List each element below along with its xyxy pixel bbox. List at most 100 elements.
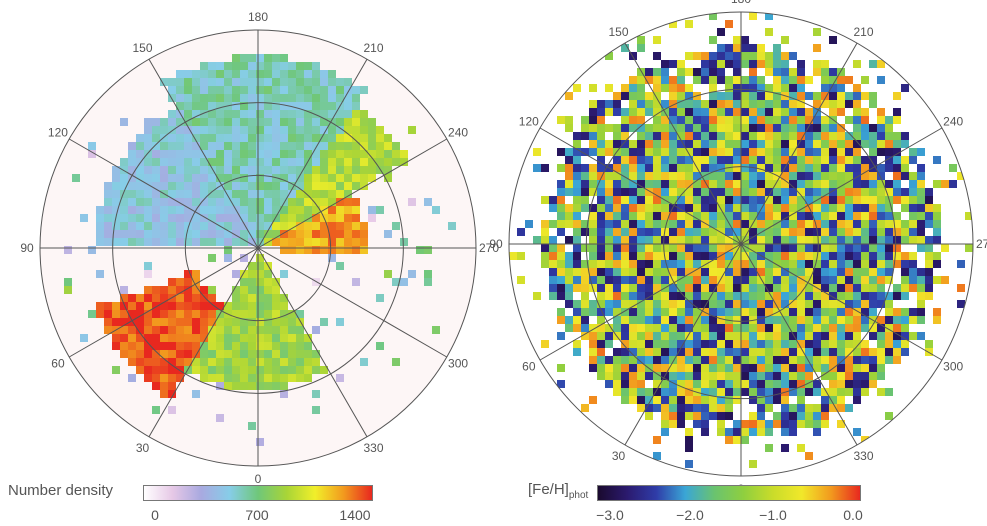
heatmap-cell (573, 340, 581, 348)
heatmap-cell (272, 214, 280, 222)
heatmap-cell (653, 212, 661, 220)
heatmap-cell (248, 350, 256, 358)
heatmap-cell (669, 172, 677, 180)
heatmap-cell (725, 332, 733, 340)
heatmap-cell (416, 246, 424, 254)
heatmap-cell (288, 246, 296, 254)
heatmap-cell (136, 358, 144, 366)
heatmap-cell (661, 124, 669, 132)
heatmap-cell (701, 260, 709, 268)
heatmap-cell (96, 302, 104, 310)
heatmap-cell (917, 180, 925, 188)
heatmap-cell (605, 356, 613, 364)
heatmap-cell (589, 236, 597, 244)
heatmap-cell (573, 140, 581, 148)
heatmap-cell (845, 268, 853, 276)
heatmap-cell (120, 182, 128, 190)
heatmap-cell (653, 124, 661, 132)
heatmap-cell (653, 196, 661, 204)
heatmap-cell (885, 332, 893, 340)
heatmap-cell (621, 116, 629, 124)
heatmap-cell (829, 132, 837, 140)
heatmap-cell (661, 244, 669, 252)
heatmap-cell (685, 356, 693, 364)
heatmap-cell (741, 380, 749, 388)
heatmap-cell (168, 326, 176, 334)
heatmap-cell (829, 284, 837, 292)
heatmap-cell (789, 156, 797, 164)
heatmap-cell (869, 292, 877, 300)
heatmap-cell (789, 172, 797, 180)
heatmap-cell (224, 382, 232, 390)
heatmap-cell (813, 308, 821, 316)
heatmap-cell (112, 206, 120, 214)
heatmap-cell (208, 302, 216, 310)
heatmap-cell (621, 44, 629, 52)
heatmap-cell (749, 380, 757, 388)
heatmap-cell (773, 76, 781, 84)
heatmap-cell (661, 188, 669, 196)
heatmap-cell (208, 374, 216, 382)
heatmap-cell (685, 92, 693, 100)
heatmap-cell (272, 206, 280, 214)
heatmap-cell (621, 108, 629, 116)
heatmap-cell (877, 284, 885, 292)
heatmap-cell (885, 356, 893, 364)
heatmap-cell (256, 294, 264, 302)
heatmap-cell (693, 396, 701, 404)
heatmap-cell (645, 92, 653, 100)
heatmap-cell (685, 252, 693, 260)
heatmap-cell (685, 52, 693, 60)
heatmap-cell (653, 252, 661, 260)
heatmap-cell (629, 220, 637, 228)
heatmap-cell (557, 204, 565, 212)
heatmap-cell (717, 196, 725, 204)
heatmap-cell (605, 108, 613, 116)
heatmap-cell (877, 324, 885, 332)
heatmap-cell (757, 124, 765, 132)
heatmap-cell (136, 190, 144, 198)
heatmap-cell (224, 62, 232, 70)
heatmap-cell (717, 108, 725, 116)
heatmap-cell (781, 52, 789, 60)
heatmap-cell (621, 148, 629, 156)
heatmap-cell (893, 180, 901, 188)
heatmap-cell (645, 372, 653, 380)
heatmap-cell (621, 124, 629, 132)
heatmap-cell (765, 284, 773, 292)
angle-tick-label: 240 (943, 115, 963, 129)
heatmap-cell (184, 294, 192, 302)
heatmap-cell (144, 262, 152, 270)
heatmap-cell (280, 342, 288, 350)
heatmap-cell (709, 348, 717, 356)
heatmap-cell (877, 292, 885, 300)
heatmap-cell (216, 326, 224, 334)
heatmap-cell (893, 252, 901, 260)
heatmap-cell (637, 276, 645, 284)
heatmap-cell (264, 318, 272, 326)
heatmap-cell (757, 364, 765, 372)
heatmap-cell (781, 100, 789, 108)
heatmap-cell (637, 268, 645, 276)
heatmap-cell (280, 102, 288, 110)
heatmap-cell (613, 276, 621, 284)
heatmap-cell (368, 214, 376, 222)
heatmap-cell (765, 60, 773, 68)
heatmap-cell (709, 324, 717, 332)
heatmap-cell (797, 124, 805, 132)
heatmap-cell (669, 20, 677, 28)
heatmap-cell (304, 190, 312, 198)
heatmap-cell (240, 358, 248, 366)
heatmap-cell (565, 164, 573, 172)
heatmap-cell (533, 292, 541, 300)
heatmap-cell (837, 364, 845, 372)
heatmap-cell (152, 166, 160, 174)
heatmap-cell (296, 158, 304, 166)
heatmap-cell (789, 372, 797, 380)
heatmap-cell (765, 332, 773, 340)
heatmap-cell (837, 108, 845, 116)
heatmap-cell (192, 230, 200, 238)
heatmap-cell (168, 150, 176, 158)
heatmap-cell (797, 244, 805, 252)
heatmap-cell (829, 244, 837, 252)
